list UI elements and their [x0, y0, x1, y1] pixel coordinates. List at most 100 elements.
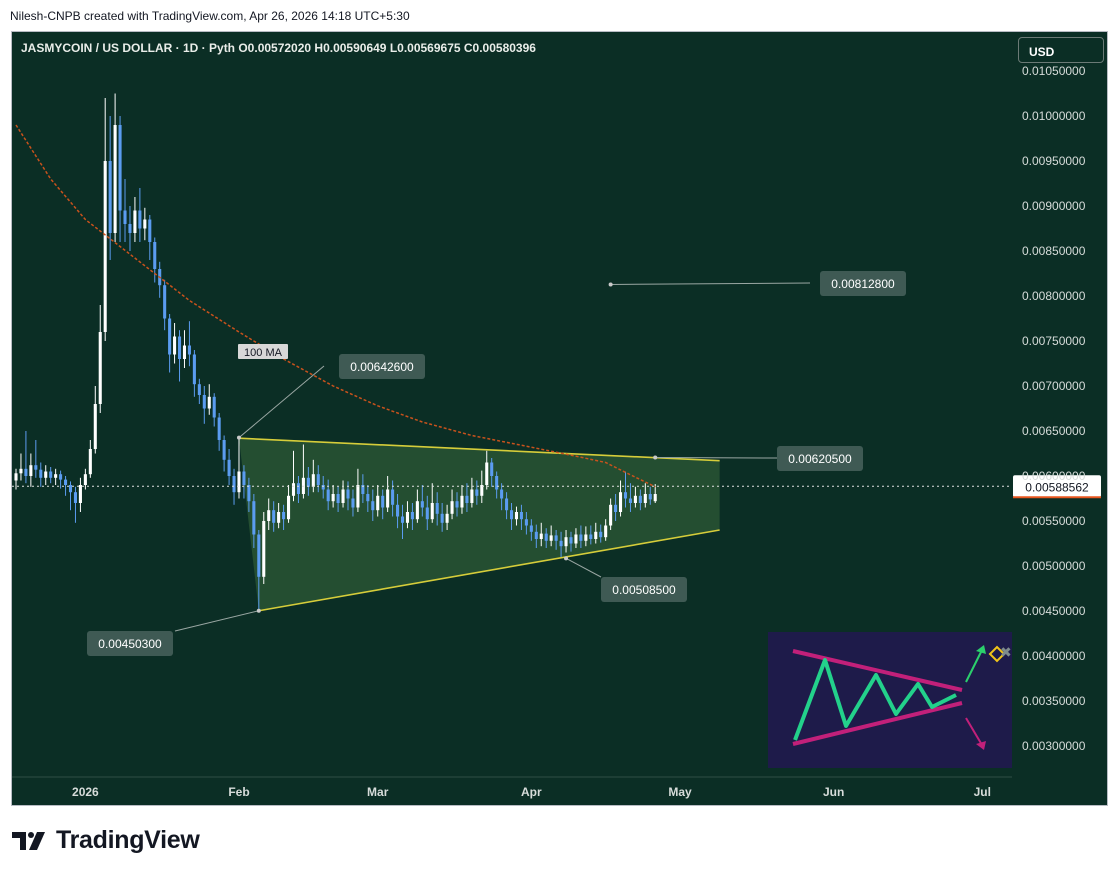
- candle-body: [331, 494, 335, 502]
- candle: [544, 528, 548, 548]
- candle: [282, 504, 286, 530]
- candle: [54, 468, 58, 485]
- candle: [326, 479, 330, 511]
- candle: [173, 323, 177, 364]
- candle: [128, 206, 132, 251]
- y-tick-label: 0.00450000: [1022, 604, 1086, 618]
- ma-label-text: 100 MA: [244, 347, 283, 359]
- y-tick-label: 0.00350000: [1022, 694, 1086, 708]
- candle-body: [73, 492, 77, 503]
- ma-100-line: [15, 124, 656, 488]
- candle-body: [212, 396, 216, 418]
- candle-body: [405, 512, 409, 523]
- candle: [217, 413, 221, 451]
- candle-body: [628, 498, 632, 503]
- candle: [73, 486, 77, 523]
- candle-body: [143, 219, 147, 229]
- candle: [514, 506, 519, 526]
- candle-body: [128, 224, 132, 233]
- currency-button[interactable]: USD: [1018, 37, 1104, 63]
- annotation-point: [653, 455, 658, 460]
- inset-up-arrow-icon: [965, 649, 983, 683]
- candle-body: [202, 395, 206, 409]
- y-tick-label: 0.01050000: [1022, 64, 1086, 78]
- ma-label-bg: [238, 344, 288, 359]
- candle: [202, 386, 206, 424]
- candle: [376, 485, 380, 517]
- x-tick-label: Feb: [228, 785, 249, 799]
- candle: [187, 321, 191, 367]
- price-annotation: 0.00620500: [653, 446, 863, 471]
- candle: [574, 528, 578, 548]
- price-chart[interactable]: 100 MA 0.006426000.004503000.005085000.0…: [12, 32, 1108, 806]
- candle: [500, 483, 504, 511]
- candle: [98, 305, 102, 413]
- moving-average: 100 MA: [15, 124, 656, 488]
- candle: [435, 492, 439, 526]
- candle: [88, 440, 92, 478]
- candle: [291, 450, 296, 502]
- candle: [614, 494, 618, 521]
- candle: [163, 279, 167, 331]
- x-tick-label: Apr: [521, 785, 542, 799]
- candle-body: [232, 476, 236, 493]
- annotation-box: [339, 354, 425, 379]
- candle: [29, 453, 33, 487]
- candle: [247, 477, 251, 512]
- annotation-leader: [610, 282, 811, 285]
- candle-body: [83, 474, 87, 485]
- candle-body: [648, 494, 652, 500]
- candle: [108, 116, 112, 260]
- chart-credit: Nilesh-CNPB created with TradingView.com…: [10, 9, 410, 23]
- candle-body: [485, 462, 489, 485]
- candle: [549, 525, 553, 547]
- candle: [559, 531, 563, 557]
- candle: [609, 498, 613, 530]
- candle: [638, 489, 642, 511]
- candle-body: [609, 504, 613, 526]
- candle-body: [123, 210, 127, 224]
- candle: [78, 477, 82, 512]
- price-annotation: 0.00450300: [87, 608, 261, 656]
- chart-frame[interactable]: 100 MA 0.00642600 0.00450300 0.00508500 0.0…: [11, 31, 1108, 806]
- candle: [351, 489, 355, 517]
- candle: [252, 494, 256, 548]
- candle-body: [242, 471, 246, 485]
- candle-body: [296, 483, 300, 494]
- candle-body: [500, 489, 504, 499]
- candle: [480, 470, 484, 503]
- candle-body: [564, 537, 568, 547]
- candle-body: [475, 489, 479, 496]
- candle-body: [177, 336, 182, 359]
- candle-body: [430, 503, 434, 520]
- candle-body: [604, 525, 608, 538]
- annotation-point: [564, 556, 569, 561]
- candle-body: [460, 495, 464, 508]
- candle: [455, 492, 459, 517]
- price-annotation: 0.00508500: [564, 556, 687, 602]
- annotations: 0.00642600 0.00450300 0.00508500 0.00620500…: [87, 271, 906, 656]
- trendline-upper: [238, 437, 720, 462]
- candle-body: [559, 540, 563, 547]
- candle: [534, 524, 538, 548]
- candle: [445, 504, 449, 530]
- candle-body: [14, 473, 18, 481]
- candle-body: [514, 512, 519, 520]
- candle: [232, 468, 236, 505]
- candle-body: [64, 479, 68, 485]
- annotation-text: 0.00508500: [612, 583, 676, 597]
- candle-body: [321, 485, 325, 490]
- candle: [24, 431, 28, 484]
- candle-body: [623, 492, 628, 499]
- candle: [192, 350, 196, 397]
- candle-body: [509, 510, 514, 520]
- annotation-leader: [565, 557, 602, 578]
- candle: [524, 512, 528, 535]
- candle: [415, 489, 419, 523]
- candle: [153, 237, 157, 283]
- y-tick-label: 0.00750000: [1022, 334, 1086, 348]
- annotation-text: 0.00620500: [788, 452, 852, 466]
- candle: [485, 450, 489, 490]
- inset-pattern-illustration: ✖: [768, 632, 1012, 768]
- candle: [509, 503, 514, 530]
